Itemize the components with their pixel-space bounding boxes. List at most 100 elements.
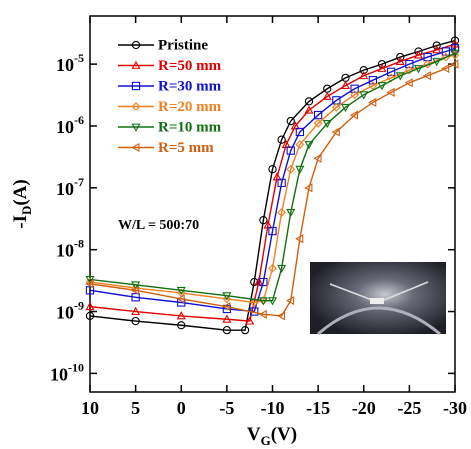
marker [286,296,295,306]
y-tick-label: 10-6 [56,113,84,137]
marker [176,311,186,320]
marker [240,325,250,335]
marker [359,70,369,80]
marker [432,45,442,54]
legend-label: R=30 mm [158,78,222,94]
x-tick-label: -20 [352,398,376,418]
marker [286,146,295,155]
marker [413,50,424,59]
marker [245,316,255,325]
marker [322,91,332,100]
marker [413,65,424,74]
marker [304,183,313,193]
marker [263,220,273,229]
legend-label: R=10 mm [158,119,222,135]
marker [222,314,232,323]
marker [290,121,300,130]
annotation: W/L = 500:70 [118,218,199,233]
marker [85,311,95,321]
marker [432,58,442,67]
marker [304,105,314,114]
y-tick-label: 10-7 [56,175,84,199]
marker [422,71,432,81]
marker [359,65,368,75]
series-line [89,43,456,322]
marker [313,110,323,120]
marker [131,281,141,290]
marker [222,292,232,301]
marker [276,311,286,321]
marker [340,80,351,90]
legend-label: R=20 mm [158,99,222,115]
x-tick-label: -10 [261,398,285,418]
marker [130,285,140,295]
marker [450,49,460,58]
marker [386,67,396,77]
x-tick-label: -15 [306,398,330,418]
marker [368,76,378,85]
marker [377,59,387,69]
x-tick-label: -5 [219,398,234,418]
marker [396,52,405,62]
y-tick-label: 10-5 [56,51,84,75]
y-tick-label: 10-9 [56,298,84,322]
marker [295,234,304,244]
marker [222,294,232,304]
marker [277,208,287,217]
marker [368,97,377,107]
marker [249,298,259,307]
marker [404,65,414,75]
marker [131,123,141,132]
marker [295,127,305,137]
marker [85,286,95,295]
marker [131,60,141,69]
marker [131,81,141,91]
marker [131,40,141,50]
marker [395,56,405,65]
marker [259,277,268,287]
marker [258,309,267,319]
x-tick-label: -30 [443,398,467,418]
marker [377,82,387,91]
marker [258,297,268,306]
marker [177,321,186,330]
series [85,49,460,306]
marker [441,47,451,56]
marker [176,294,185,304]
marker [423,59,433,69]
marker [176,286,186,296]
marker [281,139,291,149]
marker [277,135,286,144]
marker [268,226,277,236]
marker [313,153,322,163]
marker [350,84,359,93]
marker [404,78,413,88]
marker [286,116,295,126]
marker [259,216,268,225]
legend-label: Pristine [158,37,208,53]
marker [131,293,140,302]
marker [272,172,282,181]
marker [131,102,141,111]
marker [85,301,95,311]
x-axis-label: VG(V) [247,424,297,448]
marker [304,97,314,106]
inset-photo [310,262,446,336]
y-tick-label: 10-8 [56,236,84,260]
x-tick-label: 5 [131,398,140,418]
marker [386,73,396,83]
y-axis-label: -ID(A) [10,179,34,229]
marker [349,110,359,120]
marker [395,72,405,81]
legend-label: R=5 mm [158,140,214,156]
marker [377,63,387,72]
marker [85,276,95,285]
marker [268,165,277,174]
y-tick-label: 10-10 [50,360,84,384]
marker [450,39,460,48]
marker [254,277,264,286]
marker [450,59,459,69]
series [85,39,460,325]
marker [277,264,287,274]
